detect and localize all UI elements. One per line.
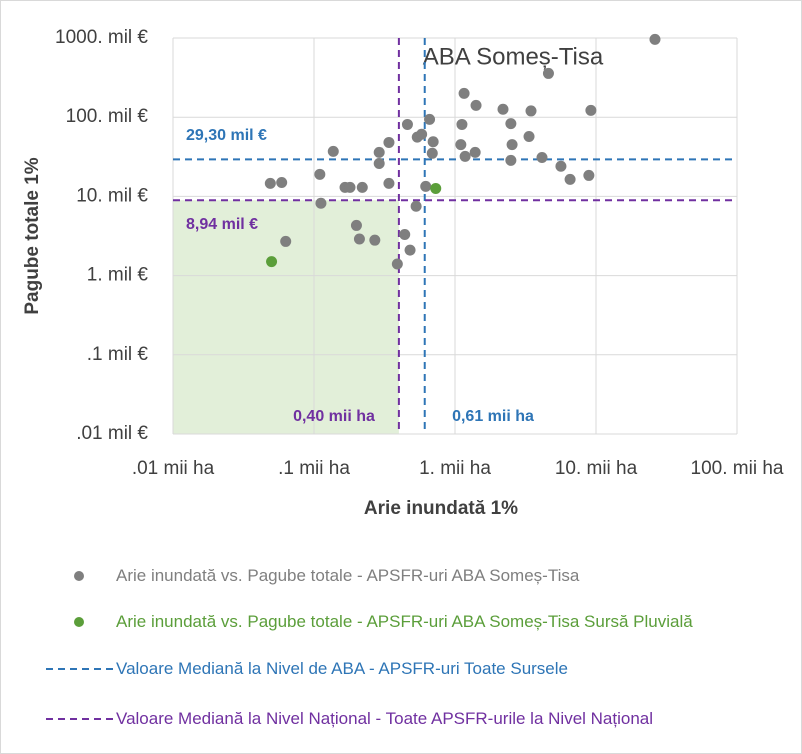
y-tick-label: 100. mil €: [66, 106, 149, 127]
x-tick-label: 10. mii ha: [555, 458, 638, 479]
legend-label: Valoare Mediană la Nivel Național - Toat…: [116, 709, 654, 728]
median-x-label: 0,40 mii ha: [293, 408, 375, 425]
point: [525, 105, 537, 117]
legend-label: Arie inundată vs. Pagube totale - APSFR-…: [116, 612, 693, 631]
point: [505, 118, 517, 130]
median-x-label: 0,61 mii ha: [452, 408, 534, 425]
point: [314, 168, 326, 180]
point: [327, 145, 339, 157]
point: [506, 139, 518, 151]
point: [401, 118, 413, 130]
x-axis-label: Arie inundată 1%: [364, 498, 518, 519]
median-quadrant: [173, 200, 399, 434]
point: [416, 128, 428, 140]
y-tick-label: .01 mil €: [76, 423, 148, 444]
point: [583, 169, 595, 181]
legend-marker: [46, 668, 113, 670]
point: [536, 151, 548, 163]
point: [266, 256, 278, 268]
legend-dot: [74, 571, 84, 581]
point: [276, 176, 288, 188]
x-tick-label: 1. mii ha: [419, 458, 491, 479]
legend-label: Valoare Mediană la Nivel de ABA - APSFR-…: [116, 659, 568, 678]
legend-dot: [74, 617, 84, 627]
y-axis-label: Pagube totale 1%: [22, 157, 43, 314]
point: [280, 235, 292, 247]
legend-marker: [74, 571, 84, 581]
x-tick-label: .01 mii ha: [132, 458, 215, 479]
plot: ABA Someș-Tisa Arie inundată 1% Pagube t…: [22, 27, 784, 519]
point: [315, 197, 327, 209]
point: [585, 104, 597, 116]
chart-title: ABA Someș-Tisa: [423, 43, 604, 70]
point: [383, 136, 395, 148]
legend-marker: [46, 718, 113, 720]
point: [469, 146, 481, 158]
point: [399, 229, 411, 241]
point: [456, 118, 468, 130]
x-tick-label: .1 mii ha: [278, 458, 350, 479]
legend-marker: [74, 617, 84, 627]
point: [649, 33, 661, 45]
point: [373, 146, 385, 158]
y-tick-label: 1. mil €: [87, 265, 149, 286]
point: [555, 160, 567, 172]
point: [523, 131, 535, 143]
y-tick-label: 10. mil €: [76, 185, 148, 206]
point: [383, 177, 395, 189]
point: [373, 158, 385, 170]
point: [353, 233, 365, 245]
point: [420, 180, 432, 192]
point: [459, 150, 471, 162]
point: [505, 154, 517, 166]
point: [410, 200, 422, 212]
point: [542, 67, 554, 79]
point: [344, 181, 356, 193]
point: [356, 181, 368, 193]
x-tick-label: 100. mii ha: [691, 458, 784, 479]
point: [426, 147, 438, 159]
y-tick-label: 1000. mil €: [55, 27, 148, 48]
median-y-label: 29,30 mil €: [186, 127, 267, 144]
y-tick-label: .1 mil €: [87, 344, 149, 365]
point: [264, 177, 276, 189]
point: [350, 219, 362, 231]
legend-label: Arie inundată vs. Pagube totale - APSFR-…: [116, 566, 580, 585]
point: [430, 182, 442, 194]
point: [369, 234, 381, 246]
point: [391, 258, 403, 270]
point: [470, 99, 482, 111]
point: [458, 87, 470, 99]
point: [427, 136, 439, 148]
point: [424, 113, 436, 125]
point: [497, 103, 509, 115]
point: [564, 173, 576, 185]
median-y-label: 8,94 mil €: [186, 216, 258, 233]
point: [404, 244, 416, 256]
point: [455, 139, 467, 151]
